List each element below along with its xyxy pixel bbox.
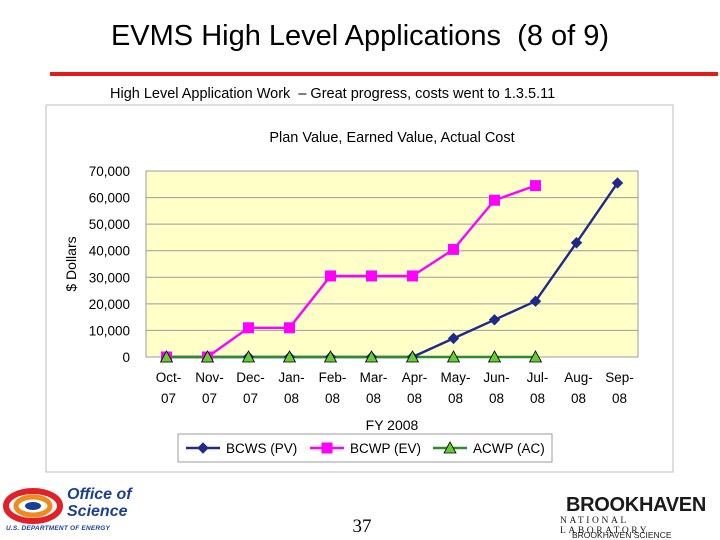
y-tick-label: 50,000 [89, 217, 130, 232]
data-point-series-2 [241, 350, 256, 363]
data-point-series-1 [366, 270, 377, 282]
x-tick-label: Sep- [605, 370, 634, 385]
x-tick-label: Jun- [483, 370, 509, 385]
data-point-series-2 [200, 350, 215, 363]
x-tick-label: 08 [448, 391, 463, 406]
plot-area [145, 170, 639, 358]
x-tick-label: 08 [366, 391, 381, 406]
brookhaven-logo: BROOKHAVEN NATIONAL LABORATORY BROOKHAVE… [548, 492, 718, 540]
legend-box [177, 433, 553, 463]
page-number: 37 [352, 516, 372, 537]
x-tick-label: 08 [325, 391, 340, 406]
x-tick-label: 08 [571, 391, 586, 406]
data-point-series-0 [529, 295, 542, 307]
legend-marker [443, 441, 457, 454]
legend-label: BCWS (PV) [226, 441, 297, 456]
legend-marker [321, 442, 333, 454]
logo-left-line1: Office of [67, 486, 132, 503]
data-point-series-2 [446, 350, 461, 363]
x-tick-label: Feb- [319, 370, 347, 385]
series-line-1 [166, 184, 536, 359]
x-tick-label: Oct- [156, 370, 182, 385]
data-point-series-1 [407, 270, 418, 282]
x-tick-label: 07 [243, 391, 258, 406]
data-point-series-2 [405, 350, 420, 363]
x-tick-label: Dec- [236, 370, 265, 385]
x-tick-label: Nov- [195, 370, 224, 385]
slide-subtitle: High Level Application Work – Great prog… [110, 86, 556, 102]
data-point-series-2 [487, 350, 502, 363]
y-tick-label: 40,000 [89, 244, 130, 259]
y-tick-label: 10,000 [89, 323, 130, 338]
x-tick-label: Jul- [527, 370, 549, 385]
data-point-series-1 [489, 194, 500, 206]
x-tick-label: 08 [284, 391, 299, 406]
x-axis-label: FY 2008 [366, 417, 419, 433]
y-tick-label: 20,000 [89, 297, 130, 312]
data-point-series-1 [243, 322, 254, 334]
office-of-science-logo: Office of Science U.S. DEPARTMENT OF ENE… [3, 484, 153, 536]
y-tick-label: 0 [122, 350, 130, 365]
x-tick-label: 07 [161, 391, 176, 406]
legend-marker [197, 442, 209, 454]
data-point-series-2 [364, 350, 379, 363]
logo-right-line2: NATIONAL LABORATORY [560, 516, 650, 536]
data-point-series-1 [325, 270, 336, 282]
logo-right-line1: BROOKHAVEN [566, 494, 706, 516]
legend-label: ACWP (AC) [473, 441, 545, 456]
data-point-series-0 [611, 177, 624, 189]
doe-swirl-icon [3, 488, 63, 524]
chart-title: Plan Value, Earned Value, Actual Cost [269, 130, 514, 146]
x-tick-label: Mar- [360, 370, 388, 385]
data-point-series-2 [323, 350, 338, 363]
data-point-series-2 [282, 350, 297, 363]
logo-left-line2: Science [67, 503, 128, 520]
logo-left-line3: U.S. DEPARTMENT OF ENERGY [6, 525, 111, 532]
logo-right-line3: BROOKHAVEN SCIENCE [572, 530, 672, 540]
x-tick-label: 08 [407, 391, 422, 406]
data-point-series-0 [447, 332, 460, 345]
x-tick-label: Apr- [402, 370, 428, 385]
x-tick-label: Aug- [564, 370, 593, 385]
data-point-series-0 [570, 237, 583, 249]
legend-label: BCWP (EV) [350, 441, 421, 456]
data-point-series-1 [284, 322, 295, 334]
x-tick-label: 07 [202, 391, 217, 406]
y-axis-label: $ Dollars [63, 236, 79, 291]
data-point-series-0 [488, 314, 501, 326]
y-tick-label: 30,000 [89, 270, 130, 285]
y-tick-label: 70,000 [89, 164, 130, 179]
data-point-series-2 [159, 350, 174, 363]
x-tick-label: Jan- [278, 370, 304, 385]
data-point-series-1 [448, 243, 459, 255]
data-point-series-2 [528, 350, 543, 363]
y-tick-label: 60,000 [89, 191, 130, 206]
data-point-series-1 [530, 180, 541, 192]
x-tick-label: 08 [612, 391, 627, 406]
x-tick-label: 08 [530, 391, 545, 406]
x-tick-label: May- [441, 370, 471, 385]
title-underline [50, 72, 718, 76]
slide-title: EVMS High Level Applications (8 of 9) [110, 20, 610, 52]
x-tick-label: 08 [489, 391, 504, 406]
